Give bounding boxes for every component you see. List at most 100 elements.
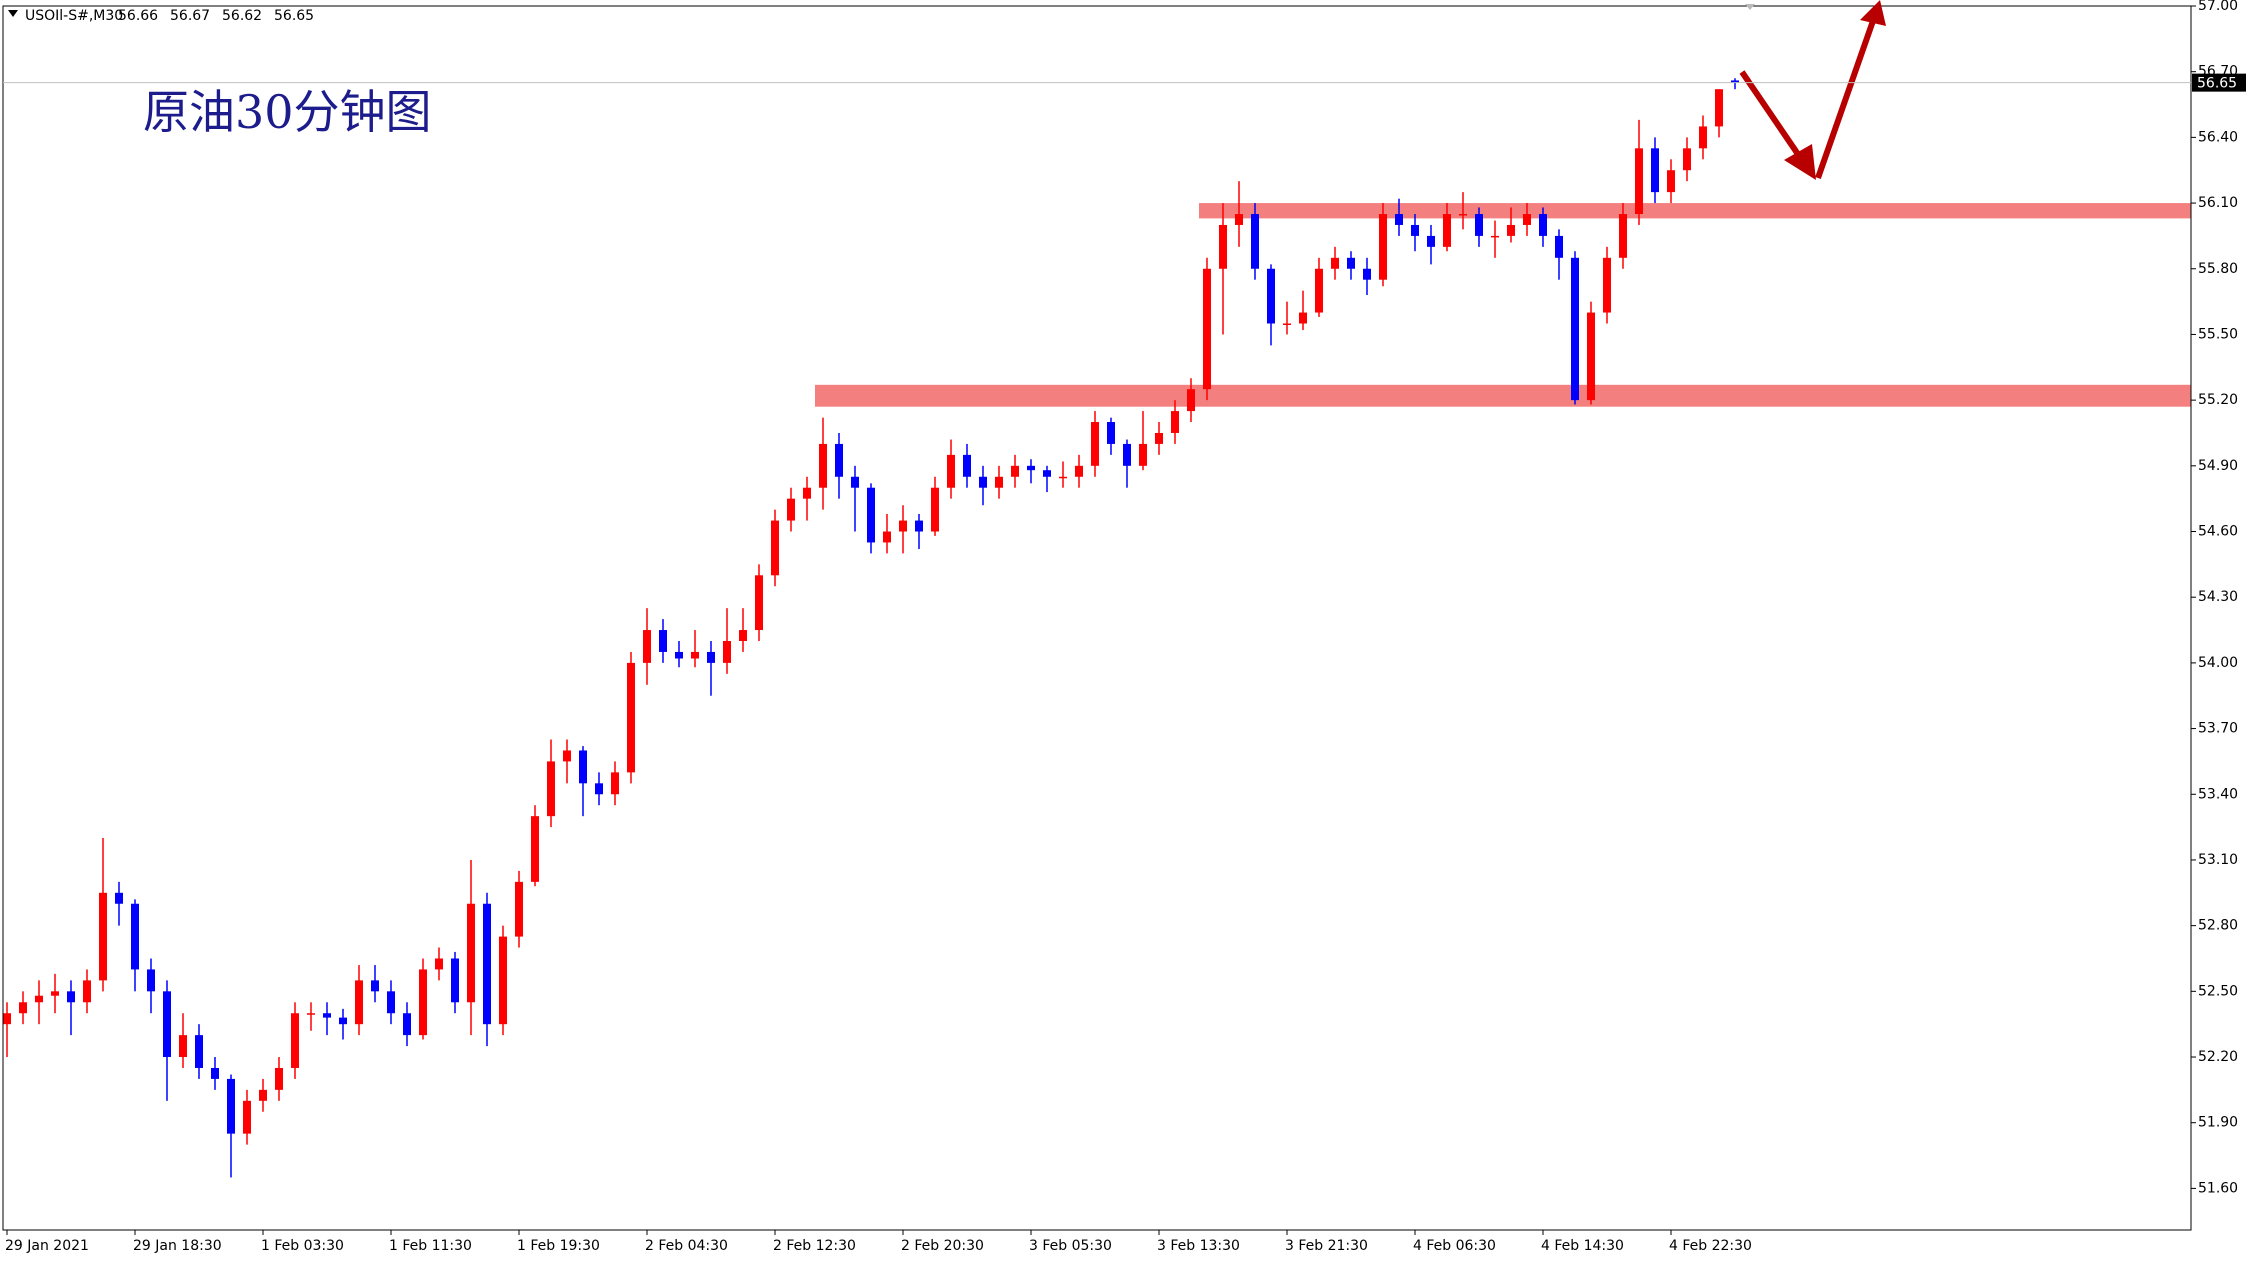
candle-body [195, 1035, 203, 1068]
candle-body [819, 443, 827, 488]
x-tick-label: 29 Jan 2021 [5, 1238, 89, 1254]
candle-body [163, 991, 171, 1058]
arrowhead [1860, 0, 1886, 26]
candle-body [147, 969, 155, 992]
candle-body [995, 476, 1003, 488]
candle-body [1443, 214, 1451, 247]
y-tick-label: 53.40 [2198, 786, 2238, 802]
candle-body [355, 980, 363, 1025]
candle-body [1555, 235, 1563, 258]
x-tick-label: 29 Jan 18:30 [133, 1238, 222, 1254]
header-value: 56.62 [222, 8, 262, 24]
candle-body [1059, 476, 1067, 479]
arrow-up [1815, 17, 1877, 179]
candle-body [227, 1078, 235, 1134]
candle-body [1219, 224, 1227, 269]
y-tick-label: 56.10 [2198, 195, 2238, 211]
candle-body [1491, 235, 1499, 238]
candle-body [243, 1100, 251, 1134]
candle-body [659, 630, 667, 652]
y-tick-label: 53.10 [2198, 852, 2238, 868]
candle-body [915, 520, 923, 532]
candle-body [1251, 214, 1259, 269]
candle-body [1603, 257, 1611, 313]
candle-body [1139, 443, 1147, 466]
candle-body [99, 892, 107, 981]
x-tick-label: 2 Feb 20:30 [901, 1238, 984, 1254]
candle-body [1123, 443, 1131, 466]
candle-body [867, 487, 875, 543]
candle-body [483, 903, 491, 1025]
plot-frame [2, 5, 2192, 1231]
candle-body [291, 1013, 299, 1068]
candle-body [1475, 214, 1483, 236]
candle-body [899, 520, 907, 532]
candle-body [1683, 148, 1691, 171]
candle-body [259, 1089, 267, 1101]
x-tick-label: 2 Feb 12:30 [773, 1238, 856, 1254]
candle-body [883, 531, 891, 543]
candle-body [1011, 465, 1019, 477]
candle-body [563, 750, 571, 762]
candle-body [515, 881, 523, 937]
candle-body [1395, 214, 1403, 225]
candle-body [547, 761, 555, 817]
candle-body [675, 651, 683, 659]
candle-body [1715, 89, 1723, 127]
header-value: 56.67 [170, 8, 210, 24]
y-tick-label: 55.20 [2198, 392, 2238, 408]
y-tick-label: 52.80 [2198, 918, 2238, 934]
candle-body [1363, 268, 1371, 280]
last-price-label: 56.65 [2197, 76, 2237, 92]
candle-body [1027, 465, 1035, 471]
candle-body [1507, 224, 1515, 236]
menu-triangle[interactable] [8, 10, 18, 17]
candle-body [3, 1013, 11, 1025]
y-tick-label: 52.50 [2198, 983, 2238, 999]
candle-body [579, 750, 587, 784]
candle-body [979, 476, 987, 488]
candle-body [1379, 214, 1387, 280]
candle-body [1107, 422, 1115, 444]
candle-body [211, 1067, 219, 1079]
y-tick-label: 55.80 [2198, 261, 2238, 277]
candle-body [1171, 411, 1179, 433]
y-tick-label: 54.90 [2198, 458, 2238, 474]
candle-body [451, 958, 459, 1003]
y-tick-label: 51.90 [2198, 1115, 2238, 1131]
header-value: 56.66 [118, 8, 158, 24]
candle-body [851, 476, 859, 488]
header-value: 56.65 [274, 8, 314, 24]
candle-body [1571, 257, 1579, 401]
candle-body [1331, 257, 1339, 269]
candle-body [1587, 312, 1595, 401]
candle-body [755, 575, 763, 631]
candle-body [403, 1013, 411, 1036]
candle-body [1459, 214, 1467, 216]
candle-body [531, 816, 539, 882]
support-resistance-zone [1199, 203, 2191, 219]
candle-body [1187, 389, 1195, 412]
x-tick-label: 3 Feb 21:30 [1285, 1238, 1368, 1254]
candle-body [67, 991, 75, 1003]
candle-body [1203, 268, 1211, 390]
forecast-arrows [1739, 0, 1886, 180]
y-tick-label: 52.20 [2198, 1049, 2238, 1065]
y-tick-label: 57.00 [2198, 0, 2238, 14]
y-tick-label: 55.50 [2198, 326, 2238, 342]
arrow-down [1739, 70, 1809, 168]
candle-body [387, 991, 395, 1014]
candle-body [931, 487, 939, 532]
candle-body [963, 454, 971, 477]
candle-body [371, 980, 379, 992]
candle-body [643, 630, 651, 663]
x-tick-label: 1 Feb 03:30 [261, 1238, 344, 1254]
x-tick-label: 2 Feb 04:30 [645, 1238, 728, 1254]
candle-body [803, 487, 811, 499]
candle-body [1315, 268, 1323, 313]
candle-body [611, 772, 619, 795]
candle-body [1619, 214, 1627, 258]
candle-body [51, 991, 59, 996]
annotation: 原油30分钟图 [143, 85, 432, 139]
